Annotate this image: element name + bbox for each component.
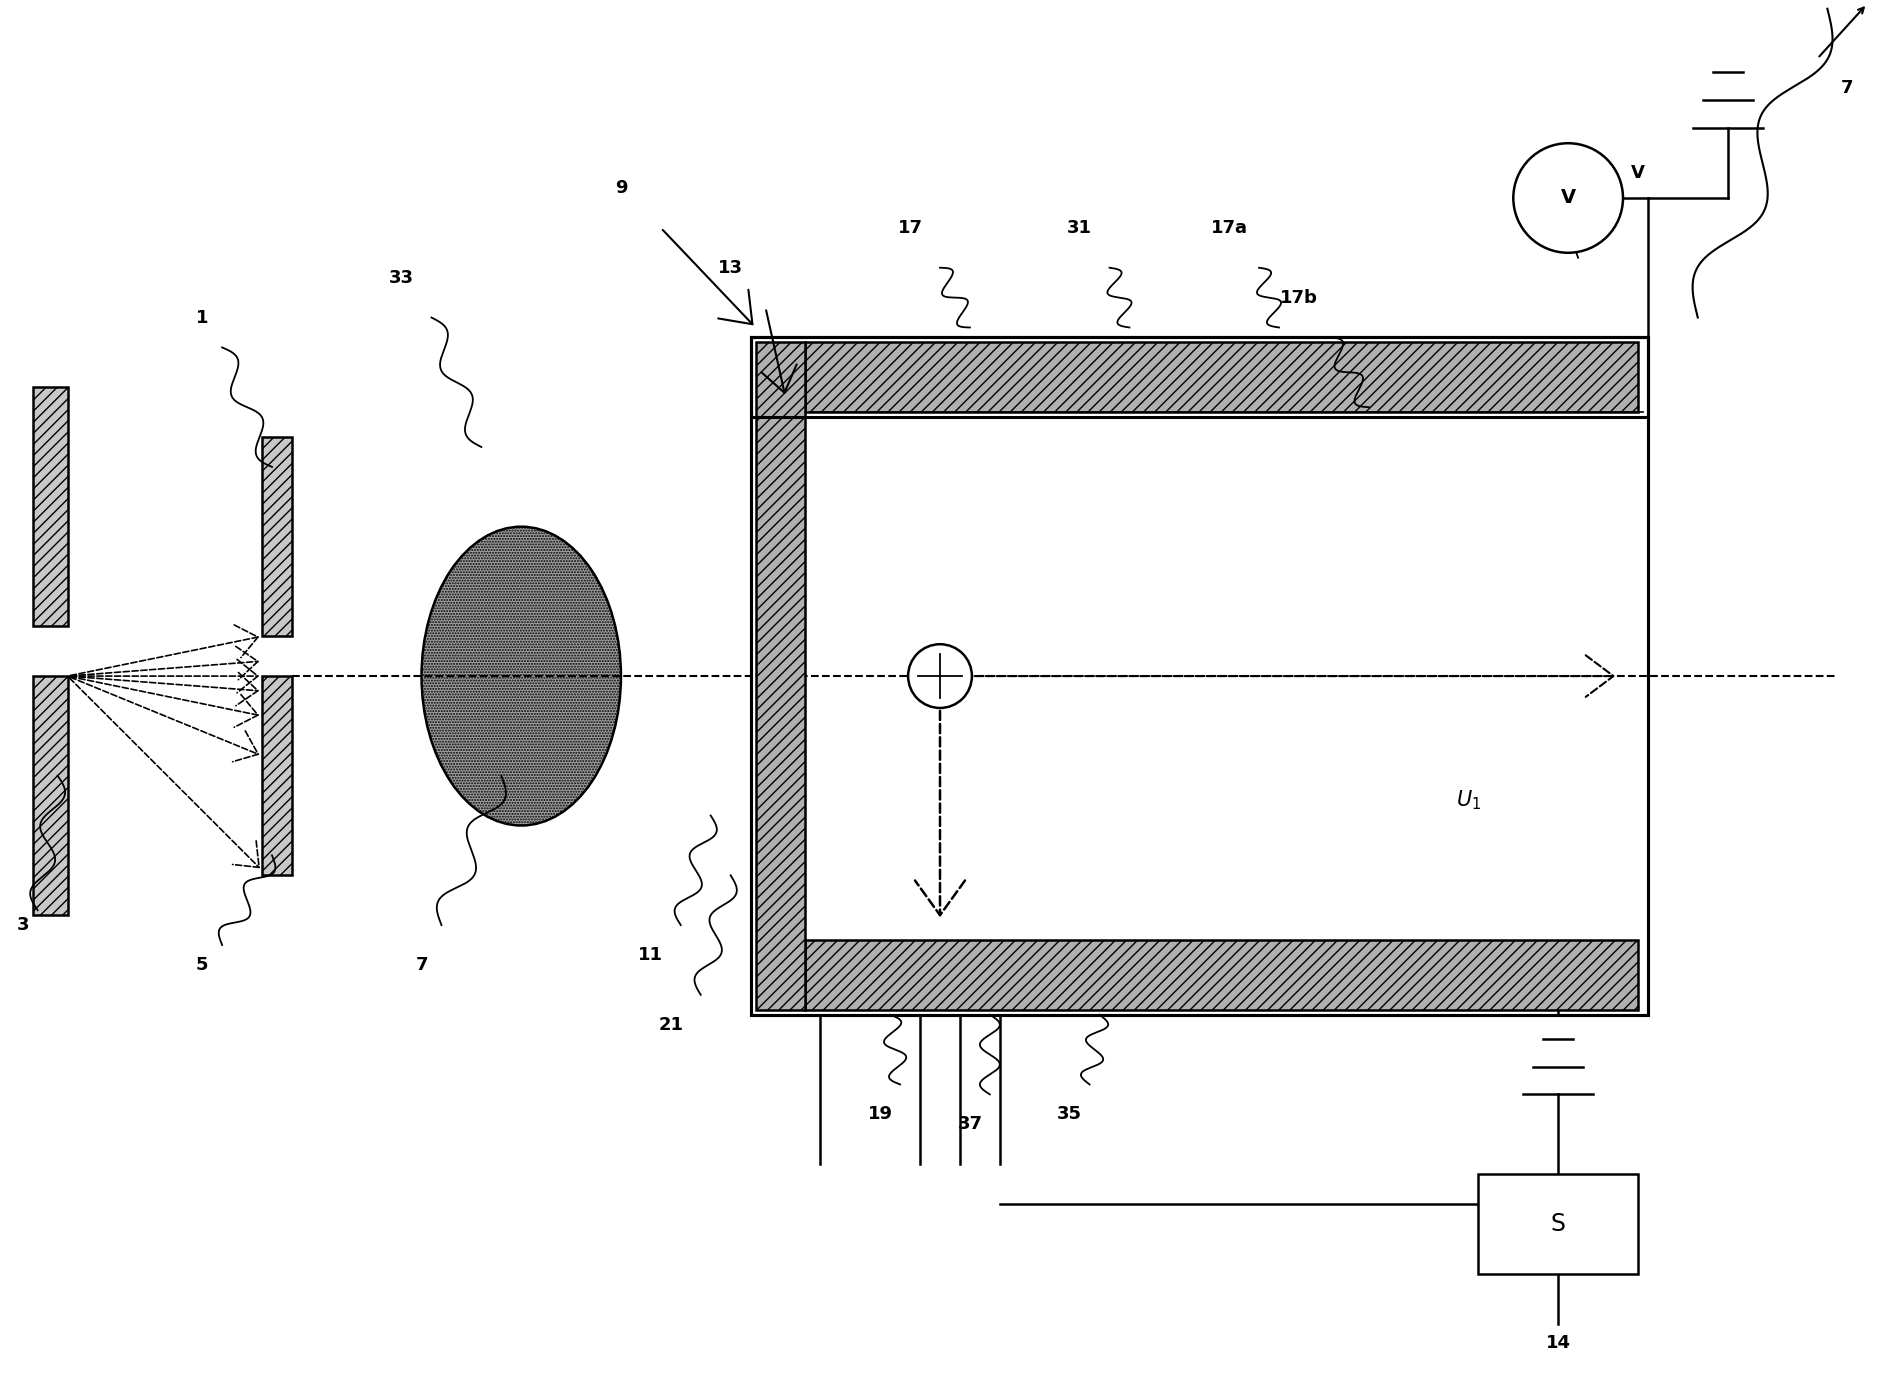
Circle shape	[1513, 144, 1622, 253]
Text: V: V	[1560, 188, 1575, 208]
Bar	[32, 676, 68, 916]
Text: 17b: 17b	[1279, 289, 1319, 307]
Text: 3: 3	[17, 916, 28, 934]
Text: 11: 11	[639, 946, 663, 965]
Text: 33: 33	[390, 268, 414, 286]
Text: $U_1$: $U_1$	[1456, 789, 1481, 812]
Bar	[262, 676, 292, 875]
Circle shape	[908, 644, 972, 708]
Bar	[804, 342, 1637, 412]
Text: 1: 1	[196, 309, 209, 327]
Ellipse shape	[422, 526, 622, 825]
Bar	[1479, 1174, 1637, 1273]
Bar	[262, 437, 292, 637]
Bar	[750, 338, 1648, 1015]
Text: 5: 5	[196, 956, 209, 974]
Text: 21: 21	[658, 1016, 684, 1033]
Text: V: V	[1632, 165, 1645, 181]
Text: 7: 7	[414, 956, 428, 974]
Text: 35: 35	[1057, 1106, 1081, 1124]
Text: 7: 7	[1841, 80, 1854, 98]
Text: 13: 13	[718, 258, 742, 276]
Bar	[804, 940, 1637, 1009]
Text: S: S	[1551, 1212, 1566, 1235]
Bar	[750, 338, 1648, 1015]
Bar	[32, 387, 68, 627]
Text: 9: 9	[614, 179, 627, 197]
Text: 17a: 17a	[1211, 219, 1247, 237]
Text: 37: 37	[957, 1115, 982, 1134]
Bar	[750, 338, 1648, 417]
Text: 14: 14	[1545, 1335, 1571, 1353]
Text: 19: 19	[869, 1106, 893, 1124]
Text: 31: 31	[1066, 219, 1093, 237]
Text: 17: 17	[897, 219, 923, 237]
Bar	[755, 342, 804, 1009]
